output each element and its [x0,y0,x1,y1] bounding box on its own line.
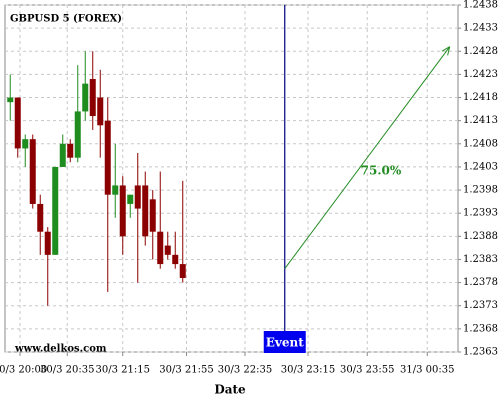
chart-title: GBPUSD 5 (FOREX) [10,14,122,25]
candle-body [89,79,96,117]
candle-body [127,194,134,204]
x-tick-label: 30/3 20:35 [40,365,94,376]
x-tick-label: 30/3 21:15 [96,365,150,376]
candle-body [59,143,66,167]
x-tick-label: 30/3 23:15 [281,365,335,376]
candle-body [82,83,89,112]
candle-body [74,111,81,158]
candle-body [29,139,36,204]
y-tick-label: 1.2428 [463,46,498,57]
arrow-label: 75.0% [361,164,402,178]
y-tick-label: 1.2433 [463,23,498,34]
y-tick-label: 1.2403 [463,161,498,172]
candle-body [97,97,104,126]
watermark: www.delkos.com [14,344,107,355]
plot-frame [4,4,459,353]
event-label: Event [266,336,304,350]
candle-body [164,245,171,255]
candle-body [149,199,156,232]
arrow-head [441,46,451,56]
y-tick-label: 1.2413 [463,115,498,126]
x-axis-label: Date [214,383,246,397]
marks [7,51,186,306]
candle-body [52,166,59,255]
x-tick-label: 30/3 23:55 [340,365,394,376]
forecast-arrow [284,46,451,270]
candle-body [67,143,74,158]
y-tick-label: 1.2393 [463,208,498,219]
y-tick-label: 1.2408 [463,138,498,149]
candle-body [37,203,44,232]
candle-body [44,231,51,255]
y-tick-label: 1.2373 [463,300,498,311]
y-tick-label: 1.2368 [463,323,498,334]
candle-body [22,139,29,149]
y-tick-label: 1.2423 [463,69,498,80]
candle-body [157,231,164,265]
y-tick-label: 1.2438 [463,0,498,11]
candle-body [142,185,149,237]
candle-body [179,264,186,278]
y-tick-label: 1.2388 [463,231,498,242]
x-tick-label: 31/3 00:35 [400,365,454,376]
x-tick-label: 30/3 22:35 [218,365,272,376]
candle-body [172,254,179,265]
candle-body [104,120,111,195]
candle-body [112,185,119,195]
y-tick-label: 1.2363 [463,347,498,358]
candle-body [7,97,14,103]
y-tick-label: 1.2418 [463,92,498,103]
y-tick-label: 1.2378 [463,277,498,288]
candle-body [14,97,21,149]
y-tick-label: 1.2383 [463,254,498,265]
x-tick-label: 30/3 21:55 [159,365,213,376]
grid [5,4,458,353]
x-tick-label: 30/3 20:00 [0,365,47,376]
event-box [263,331,306,353]
y-tick-label: 1.2398 [463,185,498,196]
candle-body [134,185,141,209]
candle-body [119,185,126,237]
